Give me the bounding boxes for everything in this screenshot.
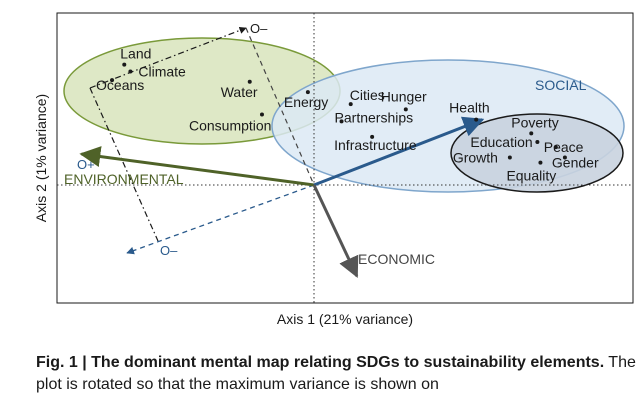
point-label-poverty: Poverty: [511, 114, 558, 130]
group-label-social: SOCIAL: [535, 77, 587, 93]
rotated-axis-black-dashdot: [89, 26, 247, 89]
point-label-gender: Gender: [552, 154, 599, 170]
point-label-cities: Cities: [350, 87, 385, 103]
vector-economic: [312, 184, 359, 279]
rotated-axis-black-dashdot-lower: [89, 87, 159, 242]
point-label-water: Water: [221, 84, 258, 100]
point-poverty: [529, 131, 534, 136]
x-axis-title: Axis 1 (21% variance): [277, 311, 413, 327]
axis-marker-o-minus-bottom: O–: [160, 243, 178, 258]
axis-marker-o-minus-top: O–: [250, 21, 268, 36]
vector-environmental: [79, 146, 315, 187]
figure-caption: Fig. 1 | The dominant mental map relatin…: [36, 352, 636, 396]
point-label-energy: Energy: [284, 94, 328, 110]
point-label-equality: Equality: [506, 168, 556, 184]
point-gender: [562, 155, 567, 160]
point-health: [474, 117, 479, 122]
point-energy: [305, 90, 310, 95]
caption-bold: Fig. 1 | The dominant mental map relatin…: [36, 354, 605, 371]
point-label-growth: Growth: [453, 149, 498, 165]
point-label-peace: Peace: [544, 139, 584, 155]
point-infrastructure: [370, 134, 375, 139]
point-label-consumption: Consumption: [189, 117, 271, 133]
group-label-environmental: ENVIRONMENTAL: [64, 171, 184, 187]
point-consumption: [259, 112, 264, 117]
point-label-hunger: Hunger: [381, 88, 427, 104]
axis-marker-o-plus: O+: [77, 157, 95, 172]
economic-social-core-ellipse: [450, 113, 624, 193]
y-axis-title: Axis 2 (1% variance): [33, 94, 49, 222]
rotated-axis-blue-dashed: [126, 184, 315, 255]
point-equality: [538, 160, 543, 165]
point-hunger: [403, 107, 408, 112]
point-climate: [128, 69, 133, 74]
point-label-infrastructure: Infrastructure: [334, 137, 417, 153]
point-cities: [348, 102, 353, 107]
point-label-education: Education: [470, 134, 532, 150]
point-label-health: Health: [449, 100, 489, 116]
point-oceans: [110, 78, 115, 83]
point-water: [247, 79, 252, 84]
vector-social: [313, 116, 485, 187]
point-label-partnerships: Partnerships: [335, 109, 414, 125]
point-growth: [507, 155, 512, 160]
point-label-land: Land: [120, 46, 151, 62]
point-education: [535, 140, 540, 144]
point-peace: [553, 145, 558, 150]
vectors-layer: [79, 116, 485, 279]
rotated-axis-dashed-gray: [245, 27, 315, 186]
caption-text: The plot is rotated so that the maximum …: [36, 354, 636, 393]
plot-area: O– O+ O– SOCIAL ENVIRONMENTAL ECONOMIC L…: [33, 12, 634, 327]
point-land: [122, 62, 127, 67]
group-label-economic: ECONOMIC: [358, 251, 435, 267]
point-partnerships: [339, 119, 344, 124]
point-label-oceans: Oceans: [96, 77, 144, 93]
point-label-climate: Climate: [138, 63, 186, 79]
